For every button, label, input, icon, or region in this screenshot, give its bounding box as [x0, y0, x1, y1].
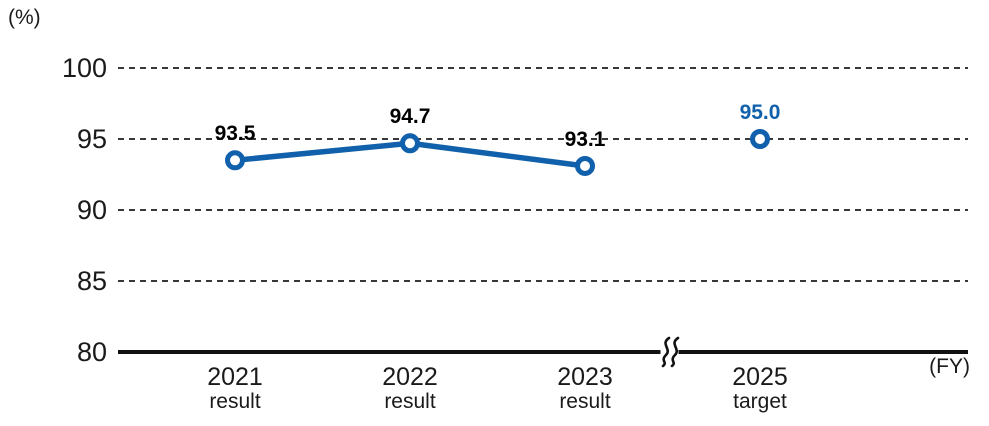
x-category-kind: result	[384, 390, 436, 413]
y-axis-unit-label: (%)	[8, 6, 41, 29]
x-category-label: 2025 target	[680, 364, 840, 413]
data-point-marker	[575, 155, 595, 176]
x-category-kind: result	[209, 390, 261, 413]
x-category-kind: target	[733, 390, 787, 413]
x-category-label: 2022 result	[330, 364, 490, 413]
x-category-label: 2021 result	[155, 364, 315, 413]
x-category-year: 2023	[557, 363, 613, 391]
data-point-marker	[225, 150, 245, 171]
data-point-value-label: 93.5	[214, 122, 256, 146]
axis-break-squiggle	[670, 336, 680, 368]
y-tick-label: 80	[76, 337, 107, 367]
x-axis-unit-label: (FY)	[929, 355, 970, 378]
data-point-value-label: 95.0	[739, 101, 781, 124]
y-tick-label: 95	[76, 124, 107, 154]
x-category-kind: result	[559, 390, 611, 413]
y-tick-label: 90	[76, 195, 107, 225]
y-tick-label: 100	[61, 53, 107, 83]
x-category-year: 2025	[732, 363, 788, 391]
x-category-year: 2021	[207, 363, 263, 391]
x-category-year: 2022	[382, 363, 438, 391]
data-point-value-label: 94.7	[389, 105, 431, 129]
x-category-label: 2023 result	[505, 364, 665, 413]
data-point-marker	[750, 129, 770, 149]
data-point-marker	[400, 133, 420, 154]
axis-break-squiggle	[661, 336, 671, 368]
data-point-value-label: 93.1	[564, 127, 606, 151]
y-tick-label: 85	[76, 266, 107, 296]
axis-break-gap	[660, 348, 679, 356]
